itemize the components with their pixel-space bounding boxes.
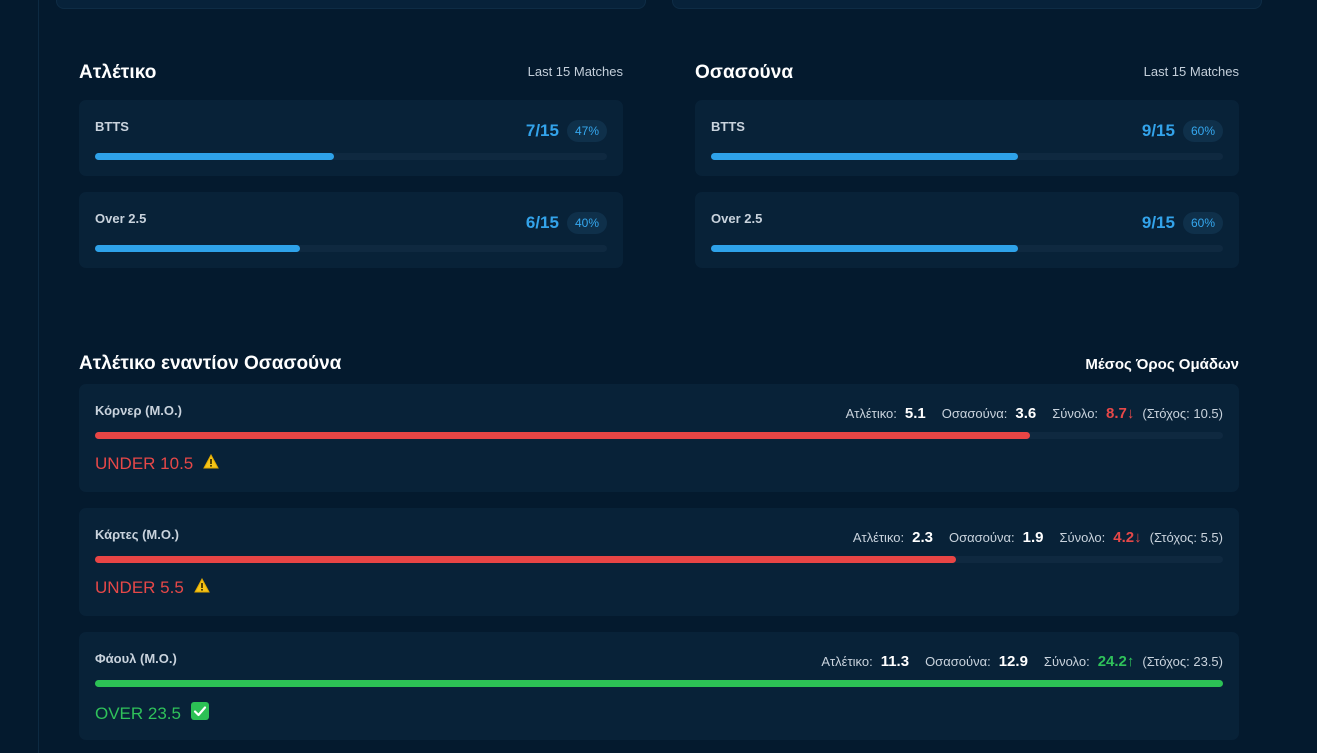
team-panel-header: Ατλέτικο Last 15 Matches (79, 60, 623, 100)
stat-label: Over 2.5 (95, 210, 147, 226)
progress-fill (711, 245, 1019, 252)
stat-fraction: 6/15 (525, 213, 559, 232)
top-card-right (672, 0, 1262, 9)
metric-stats: Ατλέτικο: 2.3 Οσασούνα: 1.9 Σύνολο: 4.2↓… (853, 529, 1223, 546)
metric-stats: Ατλέτικο: 11.3 Οσασούνα: 12.9 Σύνολο: 24… (821, 653, 1223, 670)
progress-track (95, 245, 607, 252)
total-value: 8.7↓ (1106, 404, 1135, 422)
verdict: UNDER 10.5 (95, 453, 220, 474)
stat-fraction: 9/15 (1141, 213, 1175, 232)
home-label: Ατλέτικο: (845, 405, 897, 421)
progress-fill (95, 245, 300, 252)
progress-fill (95, 153, 334, 160)
stat-fraction: 9/15 (1141, 121, 1175, 140)
stat-label: BTTS (95, 118, 129, 134)
stat-percent-badge: 47% (566, 120, 607, 142)
away-label: Οσασούνα: (948, 529, 1015, 545)
stat-percent-badge: 60% (1182, 212, 1223, 234)
total-value: 4.2↓ (1113, 528, 1142, 546)
verdict: OVER 23.5 (95, 702, 209, 725)
stat-label: Over 2.5 (711, 210, 763, 226)
progress-track (711, 153, 1223, 160)
team-panel-subtitle: Last 15 Matches (1143, 64, 1239, 79)
metric-fill (95, 556, 957, 563)
team-name: Ατλέτικο (79, 62, 157, 83)
progress-fill (711, 153, 1019, 160)
total-label: Σύνολο: (1043, 653, 1090, 669)
target-value: (Στόχος: 10.5) (1142, 405, 1223, 421)
total-label: Σύνολο: (1059, 529, 1106, 545)
comparison-subtitle: Μέσος Όρος Ομάδων (1085, 355, 1239, 373)
progress-track (95, 153, 607, 160)
home-value: 2.3 (912, 528, 933, 546)
metric-track (95, 556, 1223, 563)
comparison-section: Ατλέτικο εναντίον Οσασούνα Μέσος Όρος Ομ… (79, 344, 1239, 753)
comparison-header: Ατλέτικο εναντίον Οσασούνα Μέσος Όρος Ομ… (79, 344, 1239, 384)
total-label: Σύνολο: (1052, 405, 1099, 421)
target-value: (Στόχος: 5.5) (1149, 529, 1223, 545)
top-card-left (56, 0, 646, 9)
verdict-icon-slot (191, 702, 209, 725)
comparison-title: Ατλέτικο εναντίον Οσασούνα (79, 353, 342, 374)
progress-track (711, 245, 1223, 252)
metric-label: Φάουλ (Μ.Ο.) (95, 650, 177, 666)
away-value: 12.9 (998, 652, 1028, 670)
verdict-text: OVER 23.5 (95, 703, 181, 723)
verdict-icon-slot (193, 577, 210, 598)
metric-stats: Ατλέτικο: 5.1 Οσασούνα: 3.6 Σύνολο: 8.7↓… (846, 405, 1223, 422)
team-panel-header: Οσασούνα Last 15 Matches (695, 60, 1239, 100)
stat-fraction: 7/15 (525, 121, 559, 140)
stat-percent-badge: 60% (1182, 120, 1223, 142)
target-value: (Στόχος: 23.5) (1142, 653, 1223, 669)
team-panel-away: Οσασούνα Last 15 Matches BTTS 9/15 60% O… (695, 60, 1239, 284)
metric-label: Κόρνερ (Μ.Ο.) (95, 402, 182, 418)
away-label: Οσασούνα: (925, 653, 991, 669)
check-icon (191, 702, 209, 720)
away-value: 3.6 (1015, 404, 1037, 422)
team-panel-home: Ατλέτικο Last 15 Matches BTTS 7/15 47% O… (79, 60, 623, 284)
away-value: 1.9 (1022, 528, 1044, 546)
metric-fill (95, 432, 1030, 439)
stat-label: BTTS (711, 118, 745, 134)
team-name: Οσασούνα (695, 62, 794, 83)
verdict-icon-slot (203, 453, 220, 474)
warning-icon (203, 453, 220, 469)
stat-card-over-2-5: Over 2.5 9/15 60% (695, 192, 1239, 268)
team-panel-subtitle: Last 15 Matches (527, 64, 623, 79)
stat-card-btts: BTTS 9/15 60% (695, 100, 1239, 176)
home-label: Ατλέτικο: (852, 529, 905, 545)
stat-percent-badge: 40% (566, 212, 607, 234)
home-value: 5.1 (904, 404, 926, 422)
metric-card-fouls: Φάουλ (Μ.Ο.) Ατλέτικο: 11.3 Οσασούνα: 12… (79, 632, 1239, 740)
home-label: Ατλέτικο: (821, 653, 873, 669)
metric-card-corners: Κόρνερ (Μ.Ο.) Ατλέτικο: 5.1 Οσασούνα: 3.… (79, 384, 1239, 492)
metric-track (95, 432, 1223, 439)
metric-label: Κάρτες (Μ.Ο.) (95, 526, 179, 542)
verdict-text: UNDER 10.5 (95, 454, 194, 473)
left-divider (38, 0, 39, 753)
home-value: 11.3 (880, 652, 910, 670)
stat-card-over-2-5: Over 2.5 6/15 40% (79, 192, 623, 268)
metric-track (95, 680, 1223, 687)
warning-icon (193, 577, 210, 593)
stat-card-btts: BTTS 7/15 47% (79, 100, 623, 176)
total-value: 24.2↑ (1097, 652, 1135, 670)
away-label: Οσασούνα: (941, 405, 1008, 421)
metric-fill (95, 680, 1223, 687)
verdict-text: UNDER 5.5 (95, 578, 184, 597)
metric-card-cards: Κάρτες (Μ.Ο.) Ατλέτικο: 2.3 Οσασούνα: 1.… (79, 508, 1239, 616)
verdict: UNDER 5.5 (95, 577, 210, 598)
